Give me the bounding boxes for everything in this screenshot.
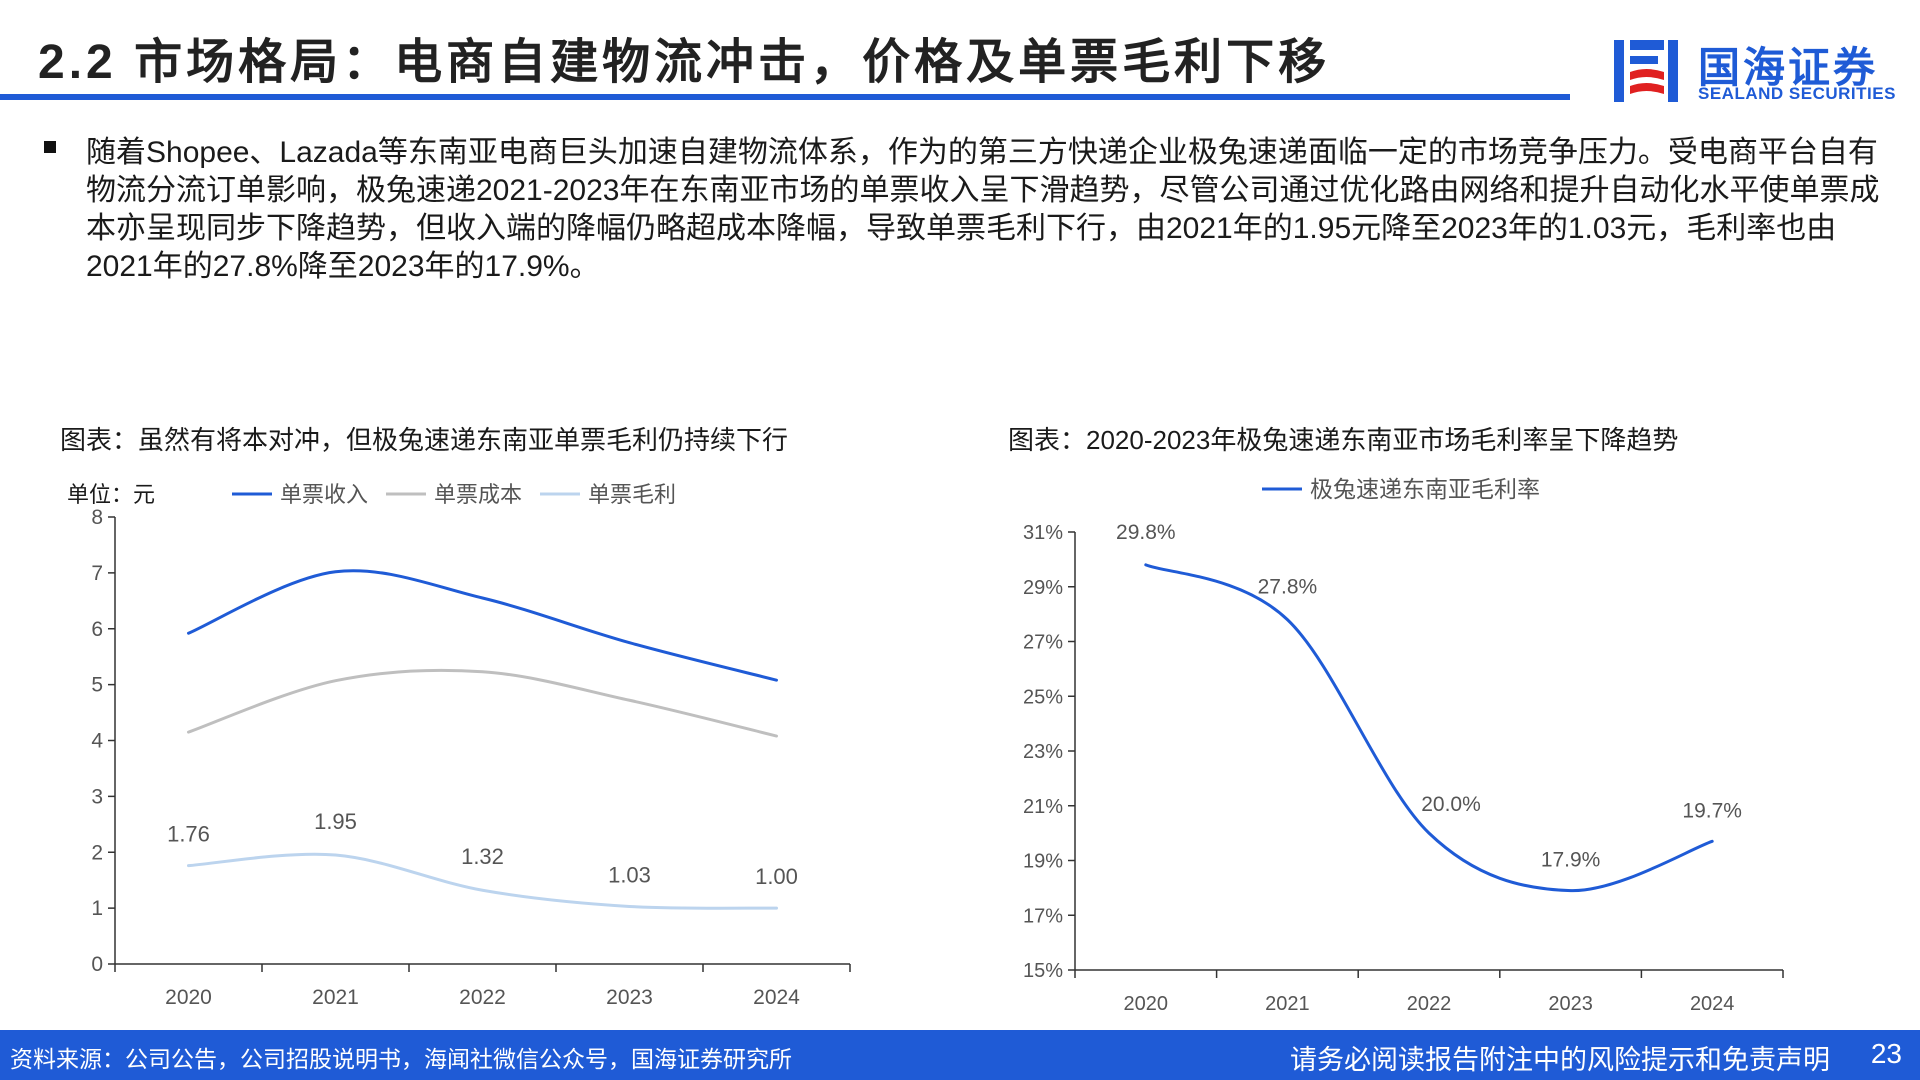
series-line — [187, 668, 778, 738]
company-logo: 国海证券 SEALAND SECURITIES — [1612, 30, 1902, 110]
data-label: 1.32 — [461, 844, 504, 869]
chart1-caption: 图表：虽然有将本对冲，但极兔速递东南亚单票毛利仍持续下行 — [60, 425, 789, 455]
data-label: 1.03 — [608, 862, 651, 887]
y-tick-label: 5 — [91, 674, 103, 697]
data-point — [628, 699, 631, 702]
data-point — [628, 905, 631, 908]
y-tick-label: 19% — [1023, 851, 1063, 873]
y-tick-label: 17% — [1023, 905, 1063, 927]
y-tick-label: 21% — [1023, 796, 1063, 818]
data-point — [334, 570, 337, 573]
y-tick-label: 25% — [1023, 686, 1063, 708]
data-label: 20.0% — [1421, 793, 1481, 816]
y-tick-label: 15% — [1023, 960, 1063, 982]
x-tick-label: 2020 — [1124, 993, 1169, 1015]
data-point — [775, 678, 778, 682]
footer-source: 资料来源：公司公告，公司招股说明书，海闻社微信公众号，国海证券研究所 — [10, 1046, 792, 1072]
legend-label: 单票收入 — [280, 482, 368, 507]
data-point — [334, 853, 337, 857]
data-point — [481, 596, 484, 600]
y-tick-label: 1 — [91, 897, 103, 920]
logo-text-cn: 国海证券 — [1698, 44, 1879, 91]
data-point — [775, 734, 778, 738]
y-tick-label: 7 — [91, 562, 103, 585]
y-tick-label: 2 — [91, 841, 103, 864]
x-tick-label: 2022 — [459, 986, 506, 1009]
y-tick-label: 29% — [1023, 577, 1063, 599]
y-tick-label: 23% — [1023, 741, 1063, 763]
footer-disclaimer[interactable]: 请务必阅读报告附注中的风险提示和免责声明 — [1290, 1045, 1830, 1075]
bullet-icon — [44, 141, 56, 153]
series-line — [1144, 563, 1714, 893]
data-point — [1427, 831, 1431, 835]
title-divider — [0, 94, 1570, 100]
x-tick-label: 2023 — [606, 986, 653, 1009]
y-tick-label: 0 — [91, 953, 103, 976]
x-tick-label: 2023 — [1548, 993, 1593, 1015]
logo-text-en: SEALAND SECURITIES — [1698, 84, 1896, 103]
x-tick-label: 2024 — [1690, 993, 1735, 1015]
y-tick-label: 6 — [91, 618, 103, 641]
series-line — [187, 569, 778, 682]
data-point — [187, 730, 190, 734]
page-number: 23 — [1870, 1038, 1902, 1069]
x-tick-label: 2021 — [312, 986, 359, 1009]
data-point — [187, 864, 190, 867]
data-label: 17.9% — [1541, 849, 1601, 872]
data-point — [187, 632, 190, 635]
x-tick-label: 2024 — [753, 986, 800, 1009]
legend-label: 单票成本 — [434, 482, 522, 507]
chart2-caption: 图表：2020-2023年极兔速递东南亚市场毛利率呈下降趋势 — [1008, 425, 1679, 455]
data-label: 1.76 — [167, 822, 210, 847]
data-point — [628, 641, 631, 644]
data-label: 29.8% — [1116, 521, 1176, 544]
y-tick-label: 8 — [91, 506, 103, 529]
page-title: 2.2 市场格局：电商自建物流冲击，价格及单票毛利下移 — [38, 36, 1331, 89]
data-point — [481, 670, 484, 673]
x-tick-label: 2020 — [165, 986, 212, 1009]
data-label: 19.7% — [1682, 799, 1742, 822]
data-label: 1.00 — [755, 864, 798, 889]
x-tick-label: 2022 — [1407, 993, 1452, 1015]
x-tick-label: 2021 — [1265, 993, 1310, 1015]
y-tick-label: 31% — [1023, 522, 1063, 544]
sealand-logo-icon — [1614, 40, 1678, 102]
data-point — [334, 679, 337, 682]
gross-margin-chart: 15% 17% 19% 21% 23% 25% 27% 29% 31% 2020 2021 2022 2… — [1023, 476, 1784, 1015]
unit-profit-chart: 0 1 2 3 4 5 6 7 8 2020 2021 2022 2023 2024 1.76 1.95 1.3… — [67, 482, 851, 1009]
data-label: 1.95 — [314, 809, 357, 834]
data-point — [775, 906, 778, 910]
data-point — [1569, 889, 1572, 892]
body-paragraph: 随着Shopee、Lazada等东南亚电商巨头加速自建物流体系，作为的第三方快递… — [86, 136, 1880, 283]
data-point — [481, 889, 484, 892]
y-tick-label: 3 — [91, 785, 103, 808]
data-label: 27.8% — [1258, 576, 1318, 599]
data-point — [1711, 840, 1714, 843]
data-point — [1286, 618, 1289, 621]
unit-label: 单位：元 — [67, 482, 155, 507]
legend-label: 单票毛利 — [588, 482, 676, 507]
y-tick-label: 4 — [91, 730, 103, 753]
legend-label: 极兔速递东南亚毛利率 — [1310, 476, 1540, 502]
data-point — [1144, 563, 1147, 567]
footer-bar: 资料来源：公司公告，公司招股说明书，海闻社微信公众号，国海证券研究所 请务必阅读… — [0, 1030, 1920, 1080]
y-tick-label: 27% — [1023, 632, 1063, 654]
